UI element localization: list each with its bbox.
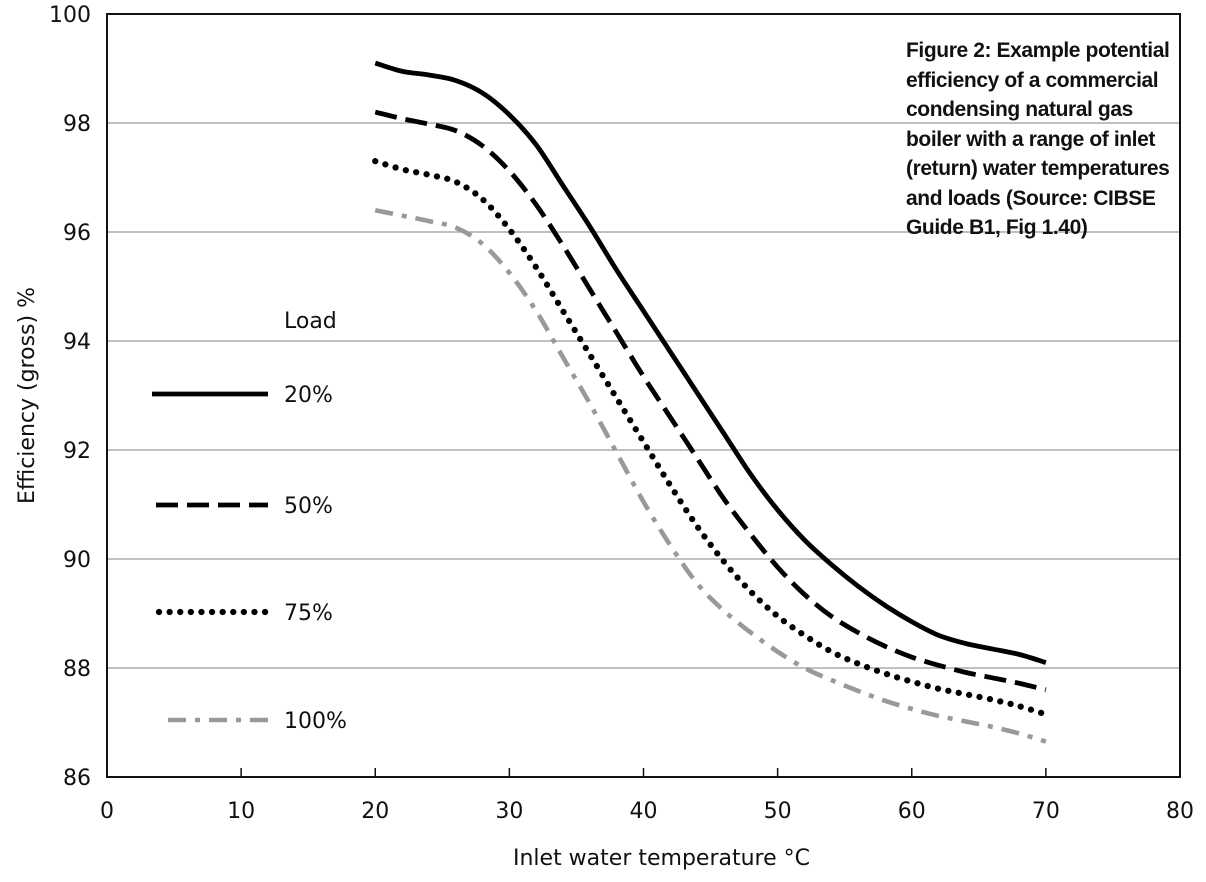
y-tick-label: 88 bbox=[63, 657, 91, 682]
y-tick-label: 100 bbox=[49, 3, 91, 28]
series-line-75pct bbox=[372, 158, 1049, 718]
x-tick-label: 20 bbox=[361, 799, 389, 824]
plot-frame bbox=[106, 13, 1181, 778]
axis-labels: 86 88 90 92 94 96 98 100 0 10 20 30 40 50 60 70 80 Inlet … bbox=[15, 3, 1194, 871]
grid-lines bbox=[107, 122, 1180, 669]
x-tick-label: 70 bbox=[1032, 799, 1060, 824]
y-tick-label: 96 bbox=[63, 221, 91, 246]
x-tick-label: 10 bbox=[227, 799, 255, 824]
legend-title: Load bbox=[284, 309, 337, 334]
legend-label-75pct: 75% bbox=[284, 601, 333, 626]
figure-caption: Figure 2: Example potential efficiency o… bbox=[906, 39, 1170, 239]
y-tick-label: 86 bbox=[63, 766, 91, 791]
y-axis-label: Efficiency (gross) % bbox=[15, 287, 40, 504]
legend-label-20pct: 20% bbox=[284, 383, 333, 408]
x-tick-label: 60 bbox=[898, 799, 926, 824]
y-tick-label: 98 bbox=[63, 112, 91, 137]
legend: Load 20% 50% 75% 100% bbox=[152, 309, 347, 734]
series-lines bbox=[372, 60, 1049, 744]
series-line-100pct bbox=[374, 207, 1047, 744]
x-tick-label: 40 bbox=[630, 799, 658, 824]
series-line-50pct bbox=[374, 109, 1047, 693]
x-tick-label: 50 bbox=[764, 799, 792, 824]
x-tick-label: 0 bbox=[100, 799, 114, 824]
axes bbox=[106, 13, 1181, 778]
legend-label-50pct: 50% bbox=[284, 494, 333, 519]
x-tick-label: 80 bbox=[1166, 799, 1194, 824]
series-line-20pct bbox=[374, 60, 1047, 665]
legend-label-100pct: 100% bbox=[284, 709, 347, 734]
x-axis-label: Inlet water temperature °C bbox=[513, 846, 810, 871]
y-tick-label: 92 bbox=[63, 439, 91, 464]
x-tick-label: 30 bbox=[495, 799, 523, 824]
y-tick-label: 94 bbox=[63, 330, 91, 355]
y-tick-label: 90 bbox=[63, 548, 91, 573]
